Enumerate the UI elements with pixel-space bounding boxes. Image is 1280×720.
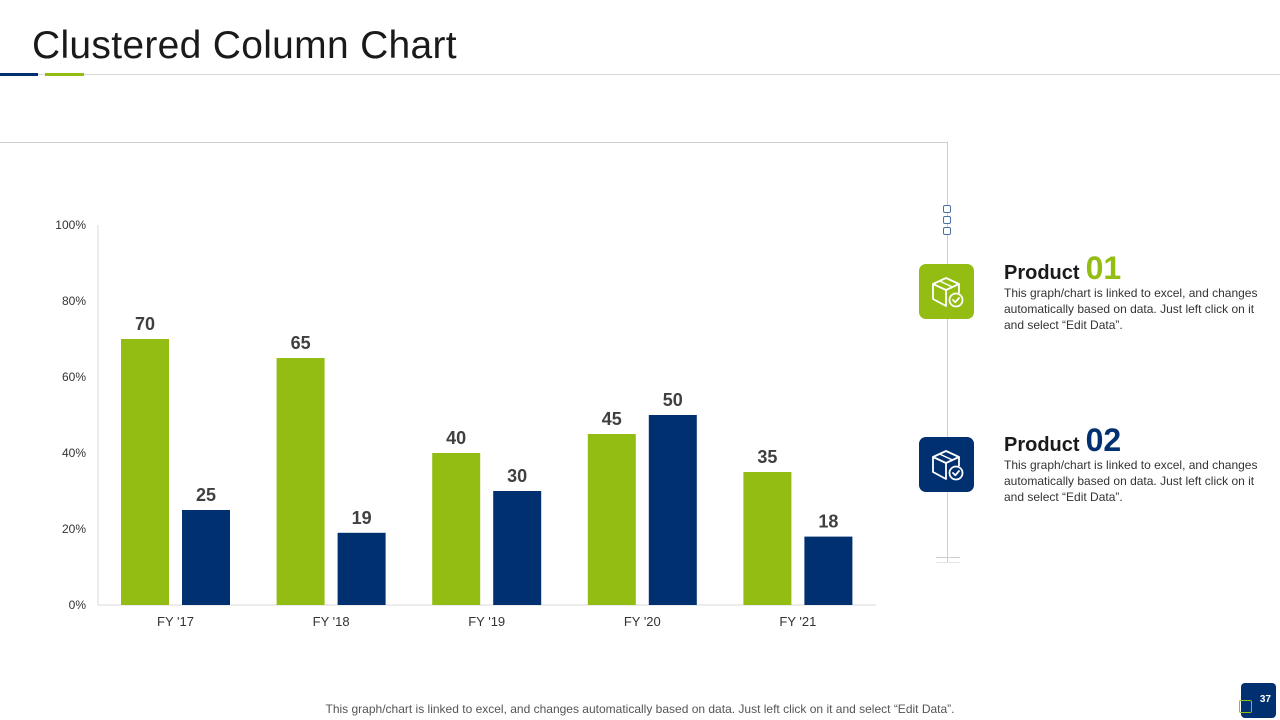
data-label: 35 [757, 447, 777, 467]
product-01-label: Product [1004, 262, 1080, 284]
title-accent-blue [0, 73, 38, 76]
bar [121, 339, 169, 605]
product-01-icon-tile [919, 264, 974, 319]
y-tick-label: 20% [62, 522, 86, 536]
x-tick-label: FY '18 [313, 614, 350, 629]
title-divider [0, 74, 1280, 75]
page-badge-square-icon [1239, 700, 1252, 713]
x-tick-label: FY '17 [157, 614, 194, 629]
bar [743, 472, 792, 605]
title-accent-green [45, 73, 84, 76]
timeline-dot [943, 216, 951, 224]
data-label: 18 [818, 512, 838, 532]
product-02-icon-tile [919, 437, 974, 492]
x-tick-label: FY '21 [779, 614, 816, 629]
slide-title: Clustered Column Chart [32, 24, 457, 67]
chart-frame-top-line [0, 142, 948, 143]
box-check-icon [931, 276, 963, 307]
timeline-dot [943, 227, 951, 235]
y-tick-label: 80% [62, 294, 86, 308]
product-01-description: This graph/chart is linked to excel, and… [1004, 286, 1258, 332]
product-02-block: Product 02 This graph/chart is linked to… [1004, 422, 1264, 505]
timeline-end-cap [936, 557, 960, 558]
data-label: 30 [507, 466, 527, 486]
page-number-badge: 37 [1239, 683, 1276, 718]
clustered-column-chart[interactable]: 0% 20% 40% 60% 80% 100% 70 25 FY '17 65 19 FY '18 40… [0, 0, 900, 650]
y-tick-label: 0% [69, 598, 87, 612]
bar [182, 510, 230, 605]
bar [587, 434, 636, 605]
bar [493, 491, 542, 605]
product-02-description: This graph/chart is linked to excel, and… [1004, 458, 1258, 504]
timeline-end-cap-shadow [936, 562, 960, 563]
x-tick-label: FY '20 [624, 614, 661, 629]
product-02-label: Product [1004, 434, 1080, 456]
page-number: 37 [1259, 694, 1271, 705]
y-tick-label: 100% [55, 218, 86, 232]
data-label: 50 [663, 390, 683, 410]
data-label: 45 [602, 409, 622, 429]
footer-note: This graph/chart is linked to excel, and… [325, 702, 955, 716]
product-01-number: 01 [1085, 250, 1122, 286]
timeline-dots [943, 205, 953, 238]
product-01-block: Product 01 This graph/chart is linked to… [1004, 250, 1264, 333]
timeline-line [947, 142, 948, 562]
y-tick-label: 60% [62, 370, 86, 384]
bar [337, 532, 386, 605]
box-check-icon [931, 449, 963, 480]
product-02-number: 02 [1085, 422, 1122, 458]
data-label: 19 [352, 508, 372, 528]
bar [276, 358, 325, 605]
data-label: 65 [291, 333, 311, 353]
data-label: 70 [135, 314, 155, 334]
data-label: 40 [446, 428, 466, 448]
x-tick-label: FY '19 [468, 614, 505, 629]
bar [804, 536, 853, 605]
bar [648, 415, 697, 605]
bar [432, 453, 481, 605]
data-label: 25 [196, 485, 216, 505]
timeline-dot [943, 205, 951, 213]
y-tick-label: 40% [62, 446, 86, 460]
